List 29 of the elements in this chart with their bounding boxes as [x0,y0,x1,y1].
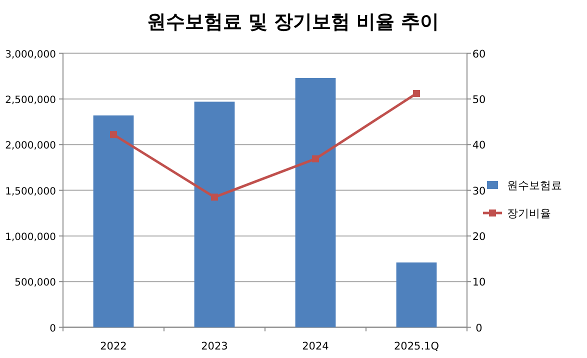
x-tick-label: 2025.1Q [394,340,440,352]
bar [93,115,134,328]
y2-tick-label: 10 [472,276,486,289]
point [413,90,420,97]
y-tick-label: 1,500,000 [5,186,56,198]
y2-tick-label: 50 [472,94,486,106]
x-tick-label: 2024 [302,340,330,352]
bar [295,78,336,328]
y-tick-label: 1,000,000 [5,232,56,243]
y2-tick-label: 40 [472,140,486,152]
y-tick-label: 500,000 [14,278,56,289]
legend-label: 장기비율 [507,207,551,220]
y-tick-label: 0 [50,323,56,334]
point [312,155,319,162]
y-tick-label: 2,000,000 [5,140,56,152]
point [110,131,117,138]
y2-tick-label: 20 [472,230,486,243]
bar [194,102,235,328]
chart-title: 원수보험료 및 장기보험 비율 추이 [146,11,440,33]
bar [396,262,437,328]
y2-tick-label: 30 [472,185,486,198]
y2-tick-label: 60 [472,48,486,60]
y-tick-label: 3,000,000 [5,49,56,60]
legend-label: 원수보험료 [507,179,562,192]
x-tick-label: 2022 [100,340,127,352]
y-tick-label: 2,500,000 [5,94,56,106]
x-tick-label: 2023 [201,340,228,352]
y2-tick-label: 0 [476,322,482,334]
point [211,194,218,201]
